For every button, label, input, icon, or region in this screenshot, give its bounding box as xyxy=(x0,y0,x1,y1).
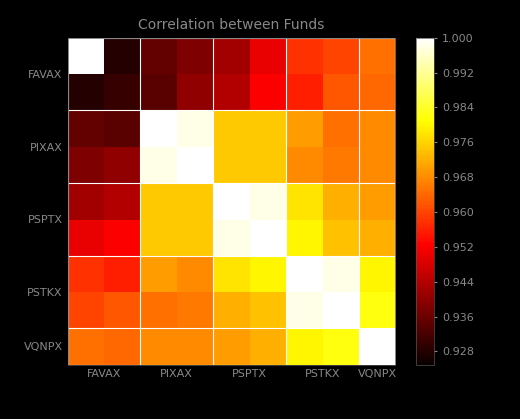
Title: Correlation between Funds: Correlation between Funds xyxy=(138,18,324,32)
